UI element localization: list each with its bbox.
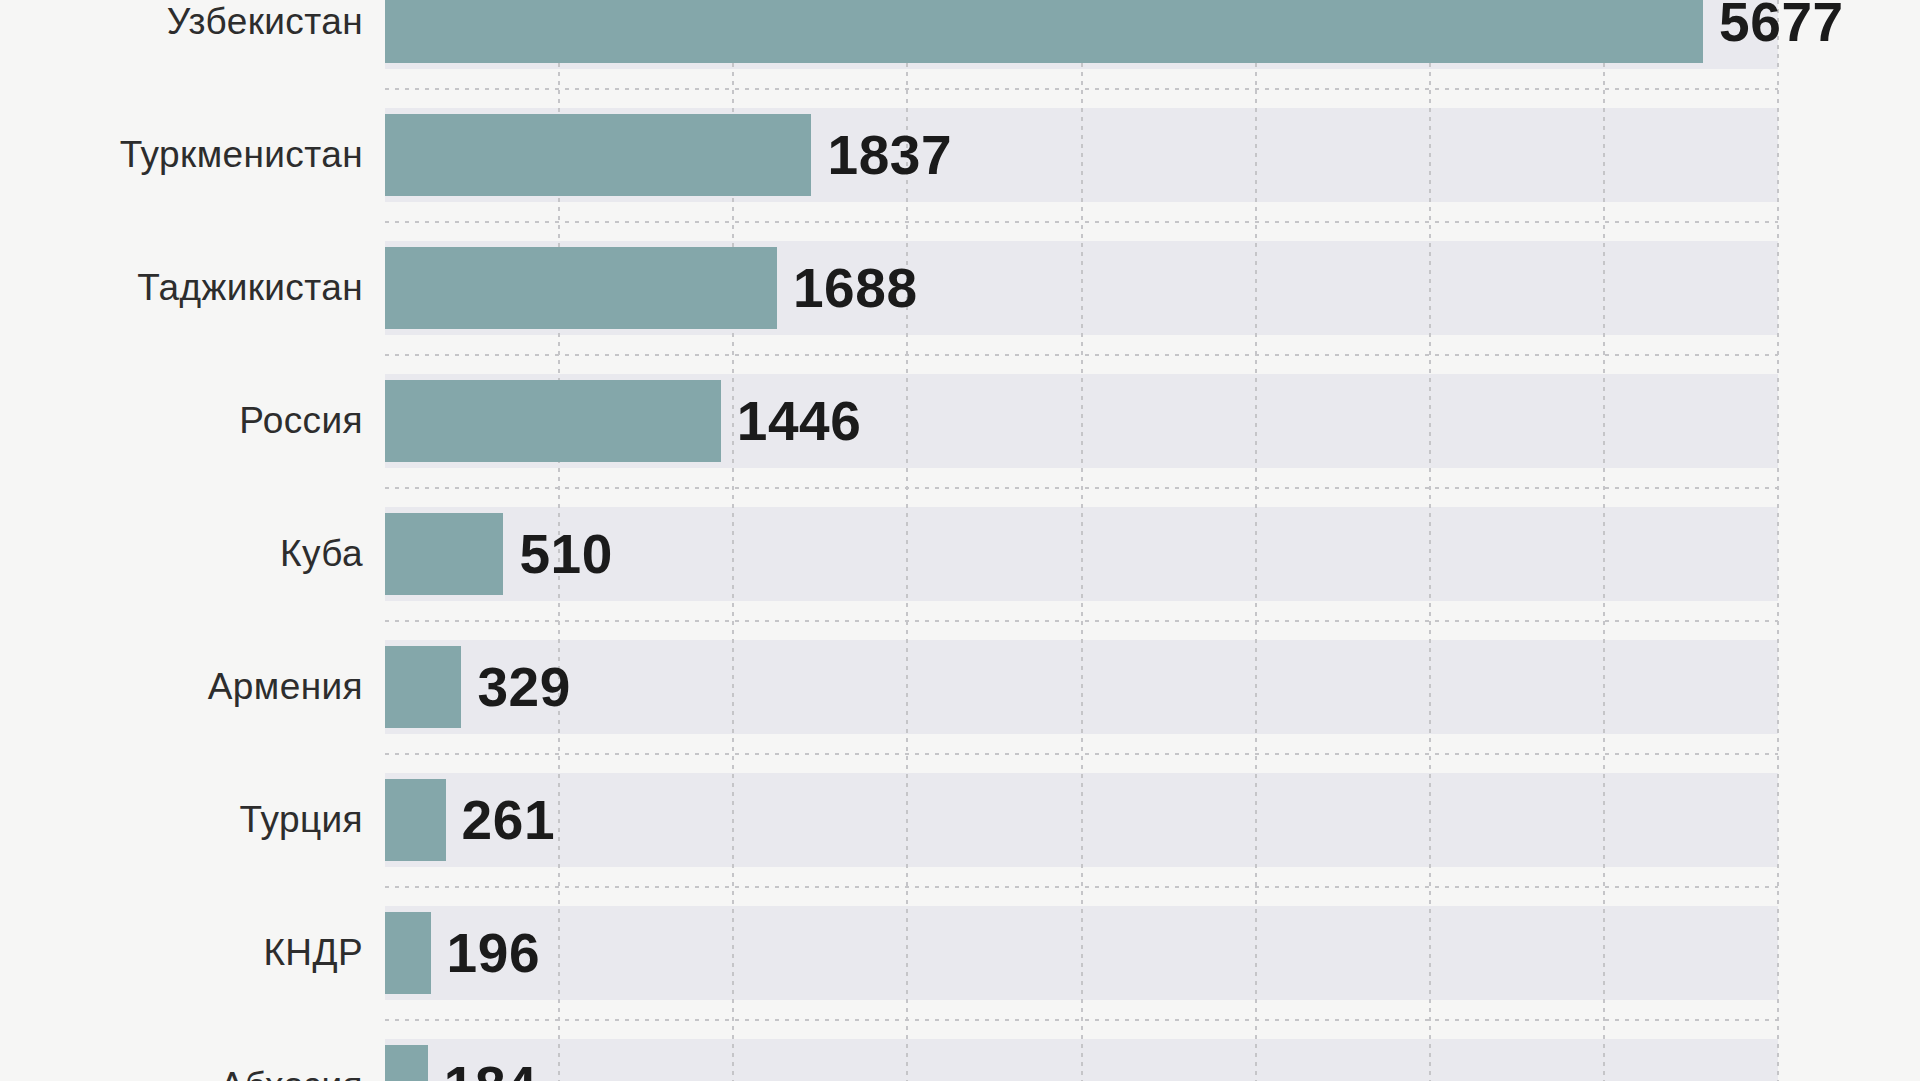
value-label: 1688 <box>793 247 918 329</box>
row-separator <box>385 487 1778 489</box>
bar <box>385 0 1703 63</box>
row-separator <box>385 886 1778 888</box>
row-separator <box>385 221 1778 223</box>
category-label: Россия <box>0 380 363 462</box>
gridline-vertical <box>1081 0 1083 1081</box>
value-label: 5677 <box>1719 0 1844 63</box>
value-label: 1446 <box>737 380 862 462</box>
category-label: Таджикистан <box>0 247 363 329</box>
bar <box>385 912 431 994</box>
bar <box>385 779 446 861</box>
row-separator <box>385 753 1778 755</box>
value-label: 196 <box>447 912 541 994</box>
bar <box>385 247 777 329</box>
value-label: 261 <box>462 779 556 861</box>
category-label: Абхазия <box>0 1045 363 1081</box>
category-label: Узбекистан <box>0 0 363 63</box>
value-label: 184 <box>444 1045 538 1081</box>
gridline-vertical <box>1255 0 1257 1081</box>
bar <box>385 513 503 595</box>
value-label: 329 <box>477 646 571 728</box>
row-separator <box>385 620 1778 622</box>
category-label: Туркменистан <box>0 114 363 196</box>
value-label: 510 <box>519 513 613 595</box>
gridline-vertical <box>1777 0 1779 1081</box>
gridline-vertical <box>1603 0 1605 1081</box>
category-label: Куба <box>0 513 363 595</box>
row-separator <box>385 354 1778 356</box>
bar <box>385 114 811 196</box>
row-separator <box>385 1019 1778 1021</box>
category-label: Турция <box>0 779 363 861</box>
bar <box>385 1045 428 1081</box>
gridline-vertical <box>1429 0 1431 1081</box>
category-label: Армения <box>0 646 363 728</box>
plot-area: Узбекистан 5677 Туркменистан 1837 Таджикиста… <box>0 0 1920 1081</box>
bar <box>385 646 461 728</box>
bar-chart: Узбекистан 5677 Туркменистан 1837 Таджикиста… <box>0 0 1920 1081</box>
value-label: 1837 <box>827 114 952 196</box>
category-label: КНДР <box>0 912 363 994</box>
row-separator <box>385 88 1778 90</box>
bar <box>385 380 721 462</box>
